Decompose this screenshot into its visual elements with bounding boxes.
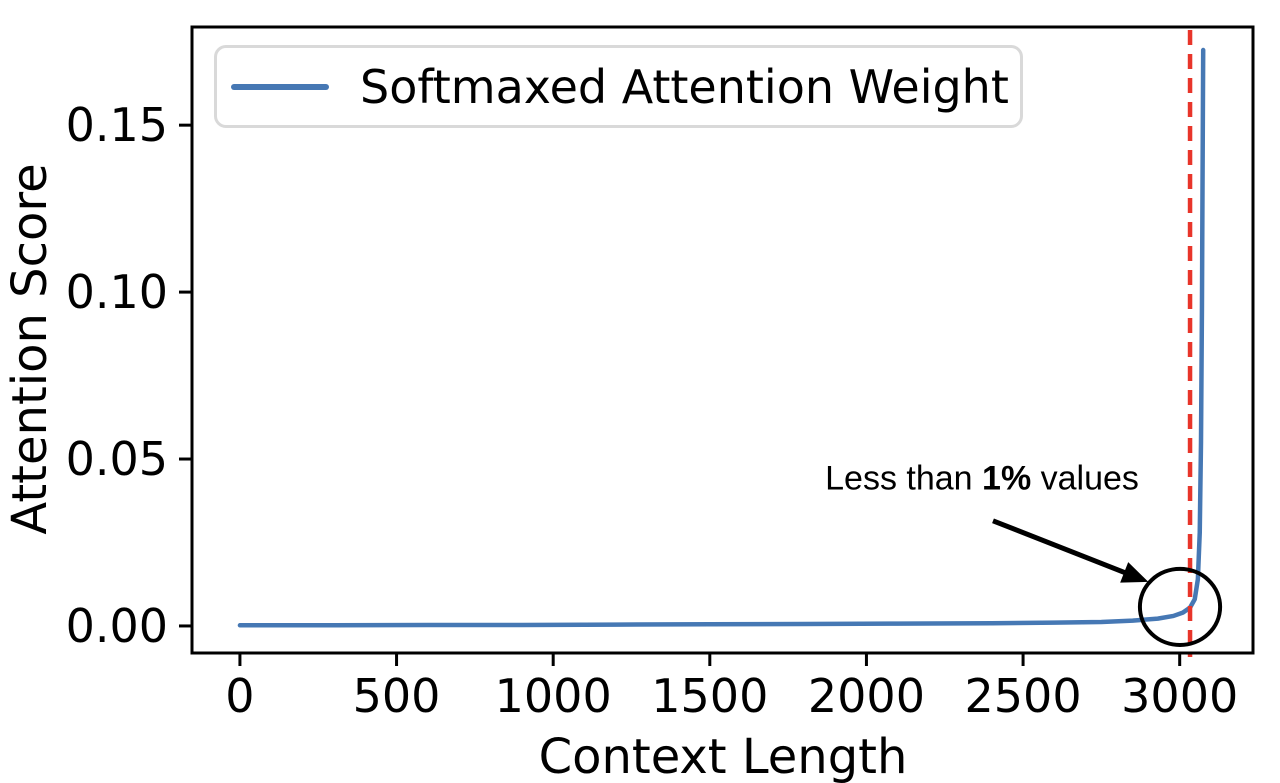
y-axis-tick-label: 0.00 xyxy=(66,599,168,653)
attention-weight-line xyxy=(237,47,1206,628)
annotation-arrow-head xyxy=(1120,562,1149,583)
x-axis-label: Context Length xyxy=(538,729,908,783)
x-axis-tick-label: 3000 xyxy=(1121,669,1238,723)
y-axis-tick-label: 0.15 xyxy=(66,98,168,152)
annotation-text-prefix: Less than xyxy=(825,459,983,498)
x-axis-tick-label: 0 xyxy=(225,669,254,723)
x-axis-tick-label: 500 xyxy=(353,669,441,723)
legend: Softmaxed Attention Weight xyxy=(214,45,1023,128)
annotation-arrow-shaft xyxy=(992,518,1131,577)
annotation-text-suffix: values xyxy=(1031,459,1139,498)
plot-border xyxy=(190,25,1255,655)
y-axis-tick-label: 0.05 xyxy=(66,432,168,486)
legend-line-swatch xyxy=(231,83,329,90)
y-axis-label: Attention Score xyxy=(2,163,58,535)
x-axis-tick-label: 1000 xyxy=(495,669,612,723)
x-axis-tick-label: 1500 xyxy=(651,669,768,723)
x-axis-tick-label: 2500 xyxy=(965,669,1082,723)
legend-label: Softmaxed Attention Weight xyxy=(360,59,1009,114)
annotation-text-bold: 1% xyxy=(982,459,1032,498)
x-axis-tick-label: 2000 xyxy=(808,669,925,723)
annotation-less-than-1-percent: Less than 1% values xyxy=(825,459,1139,498)
annotation-circle xyxy=(1137,566,1223,647)
y-axis-tick-label: 0.10 xyxy=(66,265,168,319)
